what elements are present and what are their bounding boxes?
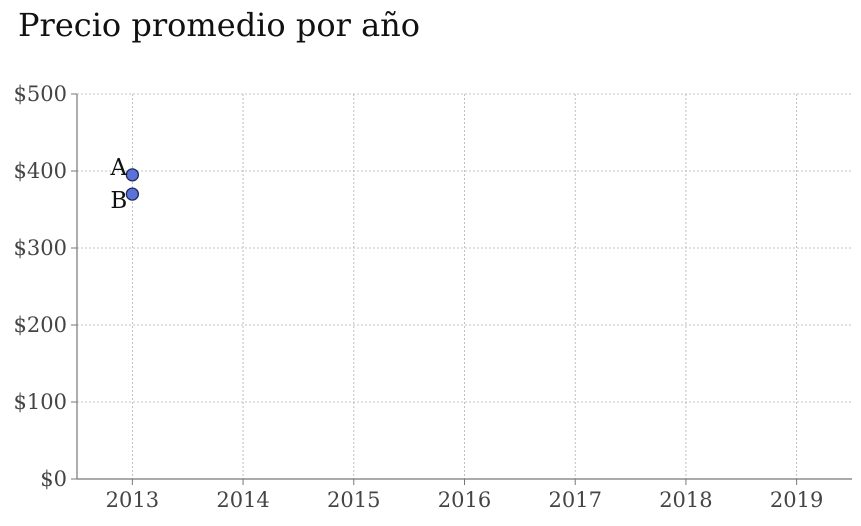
x-tick-label: 2016 (438, 488, 491, 512)
y-tick-label: $400 (14, 159, 67, 183)
x-tick-label: 2015 (327, 488, 380, 512)
y-tick-label: $300 (14, 236, 67, 260)
chart-title: Precio promedio por año (18, 6, 421, 44)
x-tick-label: 2018 (659, 488, 712, 512)
x-tick-label: 2019 (770, 488, 823, 512)
data-point-b (125, 187, 140, 201)
y-tick-label: $500 (14, 82, 67, 106)
x-tick-label: 2013 (106, 488, 159, 512)
x-tick-label: 2014 (216, 488, 269, 512)
y-tick-label: $200 (14, 313, 67, 337)
x-tick-label: 2017 (548, 488, 601, 512)
y-tick-label: $100 (14, 390, 67, 414)
point-label-b: B (110, 188, 127, 214)
y-tick-label: $0 (40, 467, 67, 491)
point-label-a: A (109, 155, 127, 181)
data-point-a (125, 168, 140, 182)
